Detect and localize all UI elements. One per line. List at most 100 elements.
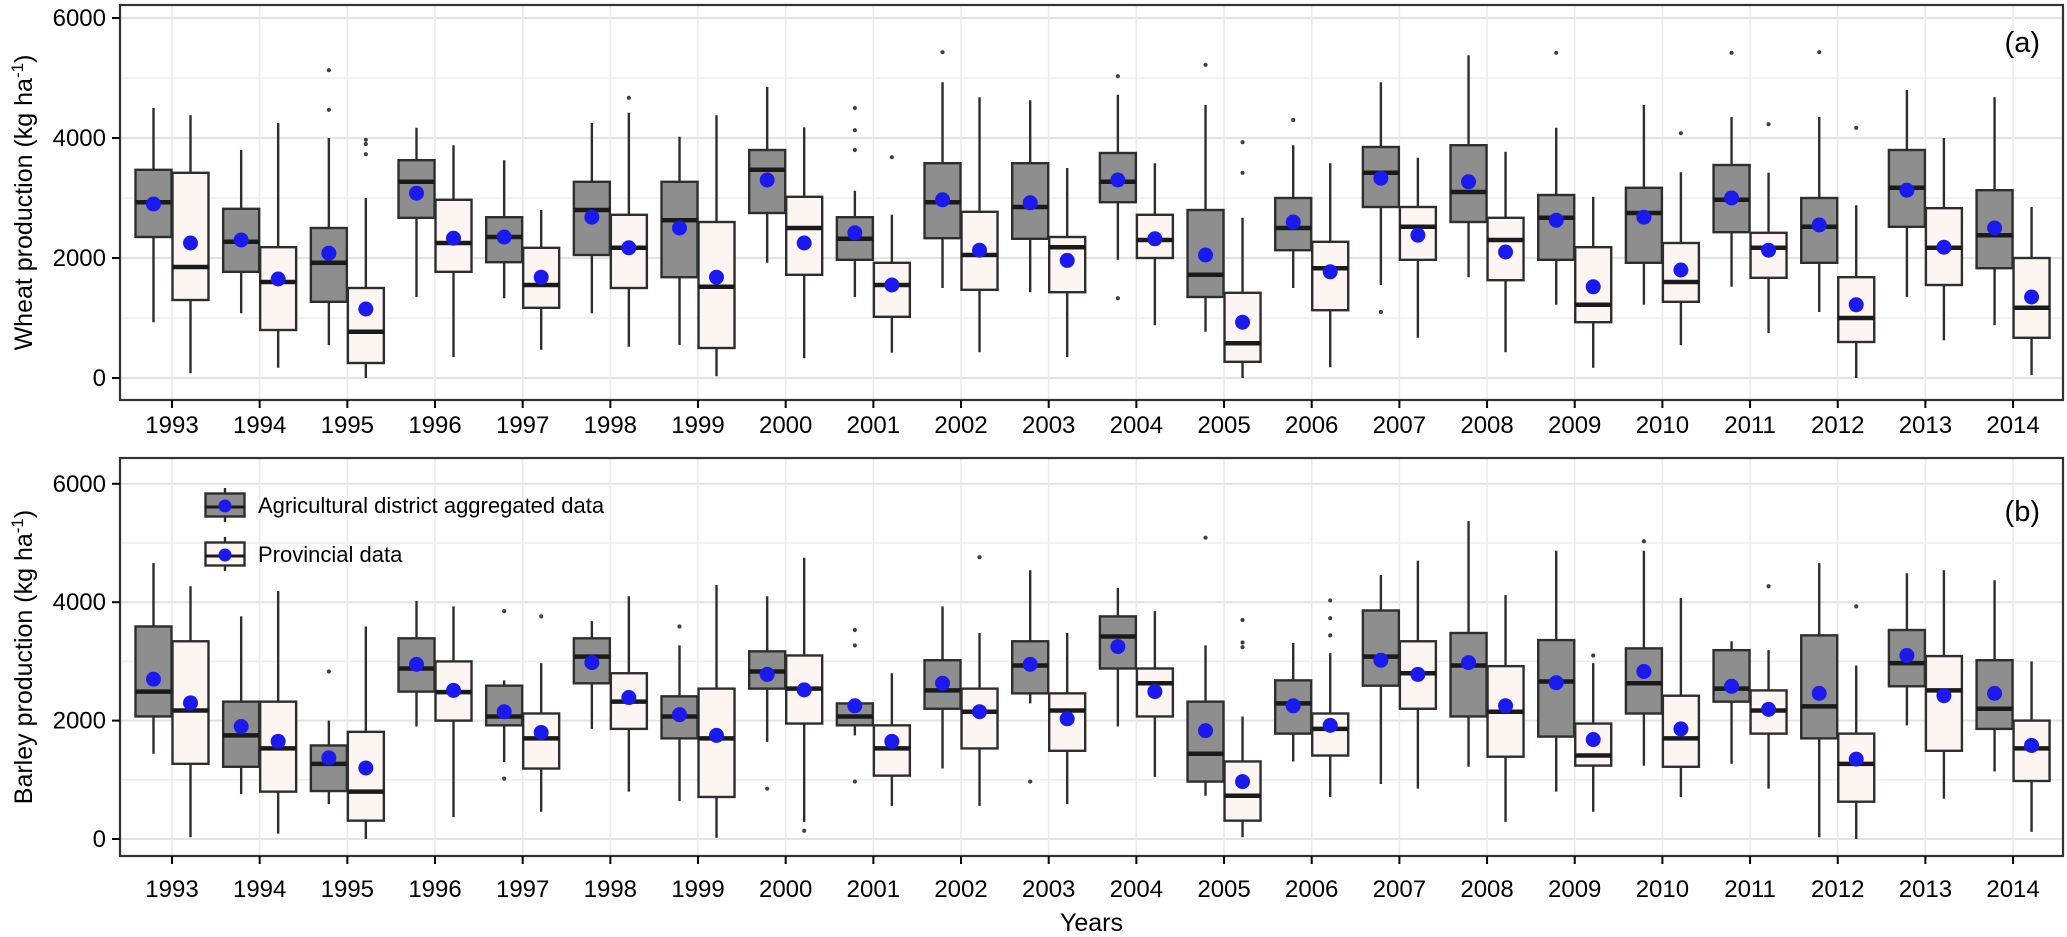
box-2006-district xyxy=(1274,643,1313,762)
mean-dot xyxy=(1285,698,1301,714)
x-tick-label: 1998 xyxy=(584,876,637,903)
outlier-dot xyxy=(1028,779,1033,784)
outlier-dot xyxy=(677,624,682,629)
outlier-dot xyxy=(1766,122,1771,127)
box-1999-district xyxy=(660,624,699,802)
box-2014-district xyxy=(1975,97,2014,326)
box-1998-provincial xyxy=(609,95,649,347)
legend-item-provincial: Provincial data xyxy=(204,537,403,571)
outlier-dot xyxy=(977,555,982,560)
box-1997-provincial xyxy=(521,210,561,350)
outlier-dot xyxy=(1240,170,1245,175)
outlier-dot xyxy=(1854,125,1859,130)
outlier-dot xyxy=(1203,535,1208,540)
outlier-dot xyxy=(1678,131,1683,136)
mean-dot xyxy=(759,666,775,682)
mean-dot xyxy=(2024,737,2040,753)
mean-dot xyxy=(146,196,161,212)
mean-dot xyxy=(358,760,374,776)
mean-dot xyxy=(1987,220,2003,236)
mean-dot xyxy=(409,185,425,201)
box-2008-district xyxy=(1449,55,1488,278)
x-tick-label: 2005 xyxy=(1197,412,1250,439)
panel-frame xyxy=(118,456,2065,858)
mean-dot xyxy=(1585,279,1601,295)
outlier-dot xyxy=(1328,616,1333,621)
mean-dot xyxy=(1022,656,1038,672)
mean-dot xyxy=(1410,666,1426,682)
iqr-box xyxy=(1186,700,1225,783)
mean-dot xyxy=(1235,314,1251,330)
legend-mean-dot xyxy=(218,548,232,562)
box-2011-district xyxy=(1712,50,1751,287)
legend-mean-dot xyxy=(218,499,232,513)
x-tick-label: 2000 xyxy=(759,412,812,439)
box-2001-district xyxy=(835,105,875,297)
mean-dot xyxy=(935,675,951,691)
outlier-dot xyxy=(363,152,368,157)
box-2001-provincial xyxy=(872,673,912,806)
x-tick-label: 1995 xyxy=(321,876,374,903)
box-2010-provincial xyxy=(1661,598,1701,797)
x-tick-label: 1996 xyxy=(408,876,461,903)
box-2010-provincial xyxy=(1661,131,1701,345)
x-tick-label: 2001 xyxy=(847,876,900,903)
mean-dot xyxy=(1848,751,1864,767)
mean-dot xyxy=(270,733,286,749)
series-provincial xyxy=(171,555,2051,839)
x-tick-label: 2000 xyxy=(759,876,812,903)
iqr-box xyxy=(1311,712,1350,757)
mean-dot xyxy=(496,229,512,245)
y-axis: 0 2000 4000 6000 xyxy=(53,5,120,392)
x-tick-label: 2004 xyxy=(1110,412,1163,439)
mean-dot xyxy=(709,269,725,285)
box-2012-district xyxy=(1800,50,1839,312)
mean-dot xyxy=(935,192,951,208)
x-tick-label: 1999 xyxy=(671,876,724,903)
y-axis-title: Barley production (kg ha-1) xyxy=(8,510,38,804)
panel-tag: (a) xyxy=(2005,27,2040,59)
x-tick-label: 1998 xyxy=(584,412,637,439)
mean-dot xyxy=(446,682,462,698)
mean-dot xyxy=(1636,663,1652,679)
mean-dot xyxy=(759,172,775,188)
box-1994-provincial xyxy=(258,590,298,834)
outlier-dot xyxy=(626,95,631,100)
x-tick-label: 2005 xyxy=(1197,876,1250,903)
iqr-box xyxy=(258,245,298,332)
mean-dot xyxy=(1498,244,1514,260)
mean-dot xyxy=(1461,655,1477,671)
box-2005-district xyxy=(1186,62,1225,332)
iqr-box xyxy=(1361,609,1401,687)
mean-dot xyxy=(1147,684,1163,700)
box-2009-provincial xyxy=(1574,196,1613,368)
x-axis: 1993 1994 1995 1996 1997 1998 1999 2000 2001 2002… xyxy=(145,856,2040,903)
mean-dot xyxy=(1022,195,1038,211)
box-2000-provincial xyxy=(784,557,824,833)
x-tick-label: 1993 xyxy=(145,412,198,439)
x-tick-label: 2010 xyxy=(1636,412,1689,439)
x-tick-label: 2004 xyxy=(1110,876,1163,903)
x-tick-label: 2009 xyxy=(1548,876,1601,903)
outlier-dot xyxy=(502,776,507,781)
box-2000-provincial xyxy=(784,127,824,359)
box-2010-district xyxy=(1624,539,1664,766)
iqr-box xyxy=(1449,631,1488,718)
box-1995-district xyxy=(309,669,349,805)
mean-dot xyxy=(1673,721,1689,737)
outlier-dot xyxy=(1328,598,1333,603)
mean-dot xyxy=(847,698,863,714)
mean-dot xyxy=(884,733,900,749)
x-tick-label: 2007 xyxy=(1373,412,1426,439)
mean-dot xyxy=(1147,231,1163,247)
y-tick-label: 2000 xyxy=(53,708,106,735)
iqr-box xyxy=(346,286,386,365)
y-tick-label: 6000 xyxy=(53,5,106,32)
x-tick-label: 2003 xyxy=(1022,876,1075,903)
outlier-dot xyxy=(852,128,857,133)
outlier-dot xyxy=(363,141,368,147)
box-1993-provincial xyxy=(171,586,210,838)
